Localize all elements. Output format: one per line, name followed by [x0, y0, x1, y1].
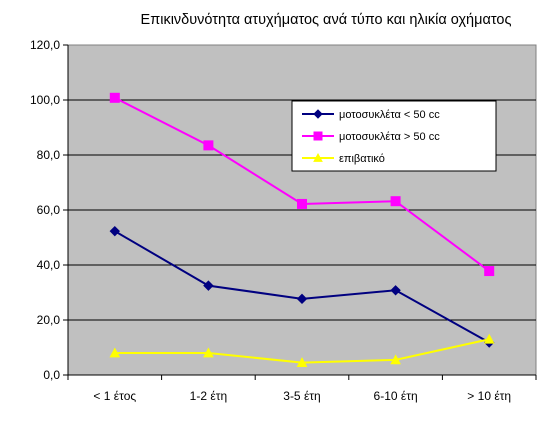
legend-label-3: επιβατικό	[339, 153, 385, 165]
legend-label-2: μοτοσυκλέτα > 50 cc	[339, 131, 440, 143]
data-point-series-2	[297, 198, 307, 209]
legend-marker-2	[313, 131, 323, 141]
x-tick-label: 6-10 έτη	[374, 389, 418, 403]
y-tick-label: 40,0	[37, 258, 61, 272]
legend-marker-1	[313, 109, 323, 119]
data-point-series-1	[296, 293, 308, 305]
legend-marker-3	[313, 152, 323, 162]
data-point-series-3	[296, 357, 308, 367]
chart-title: Επικινδυνότητα ατυχήματος ανά τύπο και η…	[141, 12, 512, 28]
y-tick-label: 120,0	[30, 38, 60, 52]
data-point-series-3	[390, 354, 401, 365]
data-point-series-1	[203, 280, 214, 291]
y-tick-label: 100,0	[30, 93, 60, 107]
y-tick-label: 80,0	[37, 148, 61, 162]
x-tick-label: > 10 έτη	[467, 389, 511, 403]
y-tick-label: 20,0	[37, 313, 61, 327]
data-point-series-3	[109, 347, 121, 358]
data-point-series-2	[203, 140, 214, 151]
y-tick-label: 60,0	[37, 203, 61, 217]
data-point-series-3	[483, 333, 495, 344]
x-tick-label: < 1 έτος	[93, 389, 136, 403]
data-point-series-2	[390, 196, 401, 207]
data-point-series-1	[390, 285, 401, 296]
data-point-series-1	[109, 225, 121, 237]
legend-label-1: μοτοσυκλέτα < 50 cc	[339, 109, 440, 121]
x-tick-label: 3-5 έτη	[283, 389, 320, 403]
x-tick-label: 1-2 έτη	[190, 389, 227, 403]
data-point-series-2	[109, 92, 120, 103]
data-point-series-3	[203, 347, 214, 358]
y-tick-label: 0,0	[43, 368, 60, 382]
data-point-series-2	[484, 266, 495, 277]
